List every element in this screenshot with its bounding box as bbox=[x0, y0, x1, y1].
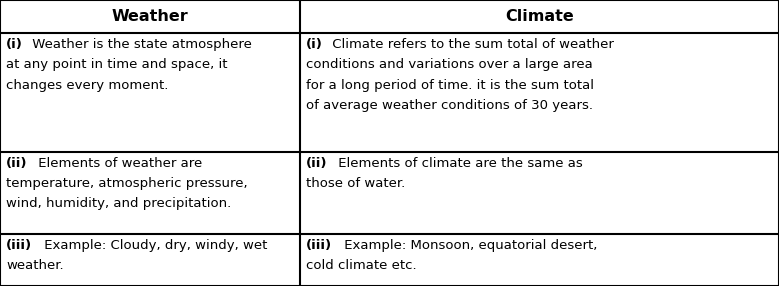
Text: for a long period of time. it is the sum total: for a long period of time. it is the sum… bbox=[306, 79, 594, 92]
Text: temperature, atmospheric pressure,: temperature, atmospheric pressure, bbox=[6, 177, 248, 190]
Text: those of water.: those of water. bbox=[306, 177, 405, 190]
Text: changes every moment.: changes every moment. bbox=[6, 79, 168, 92]
Text: (iii): (iii) bbox=[6, 239, 32, 252]
Text: Example: Monsoon, equatorial desert,: Example: Monsoon, equatorial desert, bbox=[340, 239, 597, 252]
Text: Climate refers to the sum total of weather: Climate refers to the sum total of weath… bbox=[328, 38, 614, 51]
Text: Example: Cloudy, dry, windy, wet: Example: Cloudy, dry, windy, wet bbox=[40, 239, 267, 252]
Text: (ii): (ii) bbox=[6, 156, 27, 170]
Text: of average weather conditions of 30 years.: of average weather conditions of 30 year… bbox=[306, 99, 593, 112]
Text: (i): (i) bbox=[6, 38, 23, 51]
Text: weather.: weather. bbox=[6, 259, 64, 272]
Text: Elements of climate are the same as: Elements of climate are the same as bbox=[333, 156, 583, 170]
Text: wind, humidity, and precipitation.: wind, humidity, and precipitation. bbox=[6, 197, 231, 210]
Text: at any point in time and space, it: at any point in time and space, it bbox=[6, 58, 227, 72]
Text: (iii): (iii) bbox=[306, 239, 332, 252]
Text: Elements of weather are: Elements of weather are bbox=[33, 156, 202, 170]
Text: Weather is the state atmosphere: Weather is the state atmosphere bbox=[28, 38, 252, 51]
Text: (i): (i) bbox=[306, 38, 323, 51]
Text: Weather: Weather bbox=[111, 9, 189, 24]
Text: (ii): (ii) bbox=[306, 156, 327, 170]
Text: Climate: Climate bbox=[505, 9, 574, 24]
Text: conditions and variations over a large area: conditions and variations over a large a… bbox=[306, 58, 593, 72]
Text: cold climate etc.: cold climate etc. bbox=[306, 259, 417, 272]
